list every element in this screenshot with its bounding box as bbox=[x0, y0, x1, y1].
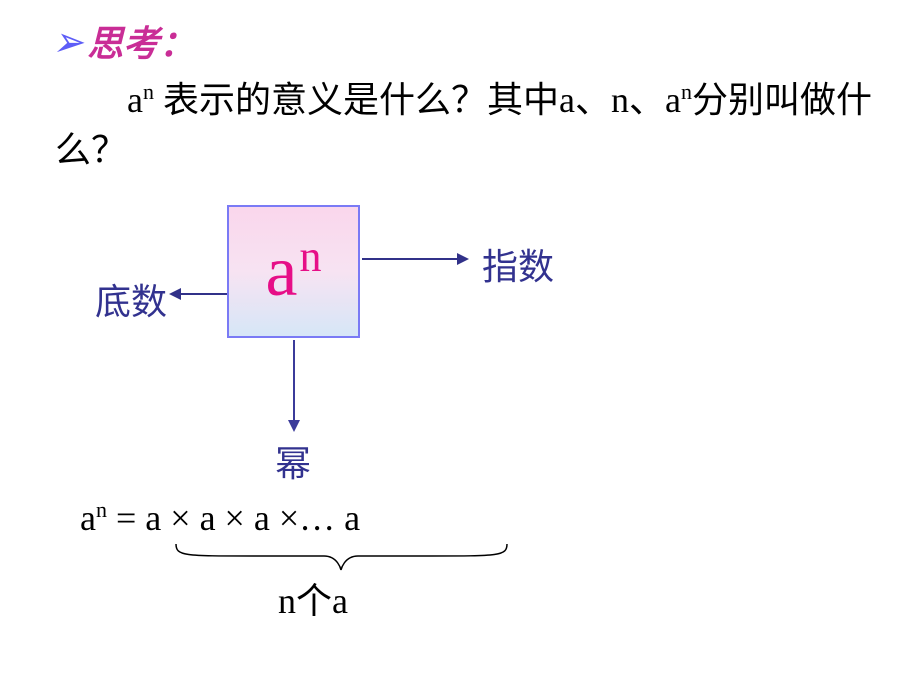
eq-rhs: a × a × a ×… a bbox=[145, 498, 360, 538]
label-count: n个a bbox=[278, 572, 348, 624]
question-text: an 表示的意义是什么？其中a、n、an分别叫做什么？ bbox=[55, 75, 880, 176]
eq-lhs-exp: n bbox=[96, 497, 107, 522]
bullet-icon: ➢ bbox=[52, 17, 84, 66]
q-sup1: n bbox=[143, 79, 154, 104]
label-base: 底数 bbox=[95, 273, 167, 325]
q-part1: a bbox=[127, 80, 143, 120]
eq-lhs-base: a bbox=[80, 498, 96, 538]
exp-char: n bbox=[299, 232, 321, 281]
label-power: 幂 bbox=[275, 435, 311, 487]
q-sup2: n bbox=[681, 79, 692, 104]
equation: an = a × a × a ×… a bbox=[80, 497, 360, 539]
base-char: a bbox=[266, 231, 298, 311]
eq-eq: = bbox=[107, 498, 145, 538]
header: ➢ 思考： bbox=[50, 15, 195, 67]
arrow-right-icon bbox=[362, 258, 467, 260]
arrow-down-icon bbox=[293, 340, 295, 430]
label-exponent: 指数 bbox=[482, 238, 554, 290]
header-title: 思考： bbox=[87, 15, 195, 67]
arrow-left-icon bbox=[171, 293, 227, 295]
q-part2: 表示的意义是什么？其中a、n、a bbox=[154, 80, 681, 120]
under-brace-icon bbox=[174, 542, 509, 574]
power-box: an bbox=[227, 205, 360, 338]
power-expression: an bbox=[266, 230, 322, 313]
